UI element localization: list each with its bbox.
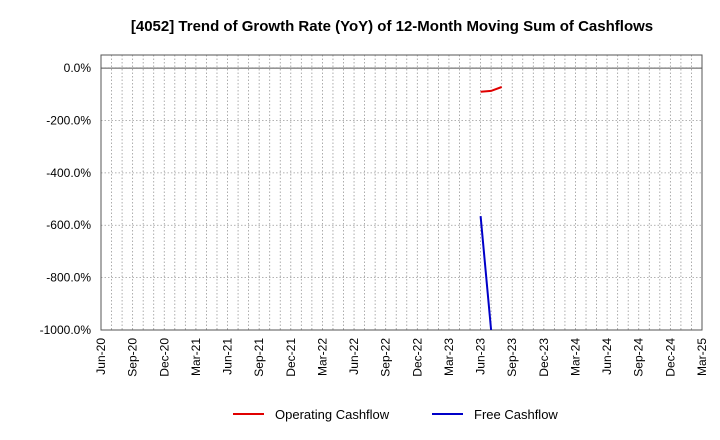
x-tick-label: Sep-24	[632, 338, 646, 377]
x-axis: Jun-20 Sep-20 Dec-20 Mar-21 Jun-21 Sep-21 Dec-…	[94, 338, 709, 377]
legend-label-operating-cashflow: Operating Cashflow	[275, 407, 390, 422]
x-tick-label: Sep-20	[126, 338, 140, 377]
x-tick-label: Sep-23	[505, 338, 519, 377]
grid	[100, 55, 703, 331]
x-tick-label: Sep-22	[379, 338, 393, 377]
x-tick-label: Dec-24	[663, 338, 677, 377]
x-tick-label: Mar-25	[695, 338, 709, 376]
series-group	[479, 86, 503, 330]
y-tick-label: -1000.0%	[40, 323, 92, 337]
x-tick-label: Mar-22	[315, 338, 329, 376]
series-line-free-cashflow	[479, 216, 493, 330]
y-tick-label: -600.0%	[46, 218, 91, 232]
x-tick-label: Jun-23	[474, 338, 488, 375]
y-tick-label: -400.0%	[46, 166, 91, 180]
x-tick-label: Jun-22	[347, 338, 361, 375]
x-tick-label: Dec-20	[157, 338, 171, 377]
x-tick-label: Dec-21	[284, 338, 298, 377]
x-tick-label: Dec-23	[537, 338, 551, 377]
x-tick-label: Mar-21	[189, 338, 203, 376]
legend-label-free-cashflow: Free Cashflow	[474, 407, 558, 422]
x-tick-label: Jun-24	[600, 338, 614, 375]
y-tick-label: -200.0%	[46, 113, 91, 127]
y-tick-label: 0.0%	[64, 61, 92, 75]
y-tick-label: -800.0%	[46, 271, 91, 285]
x-tick-label: Mar-24	[568, 338, 582, 376]
x-tick-label: Jun-21	[221, 338, 235, 375]
x-tick-label: Mar-23	[442, 338, 456, 376]
series-line-operating-cashflow	[480, 86, 503, 93]
x-tick-label: Dec-22	[410, 338, 424, 377]
y-axis: 0.0% -200.0% -400.0% -600.0% -800.0% -1000.0%	[40, 61, 92, 337]
x-tick-label: Jun-20	[94, 338, 108, 375]
x-tick-label: Sep-21	[252, 338, 266, 377]
legend: Operating Cashflow Free Cashflow	[233, 407, 558, 422]
chart-title: [4052] Trend of Growth Rate (YoY) of 12-…	[131, 18, 653, 35]
plot-area	[100, 54, 703, 331]
